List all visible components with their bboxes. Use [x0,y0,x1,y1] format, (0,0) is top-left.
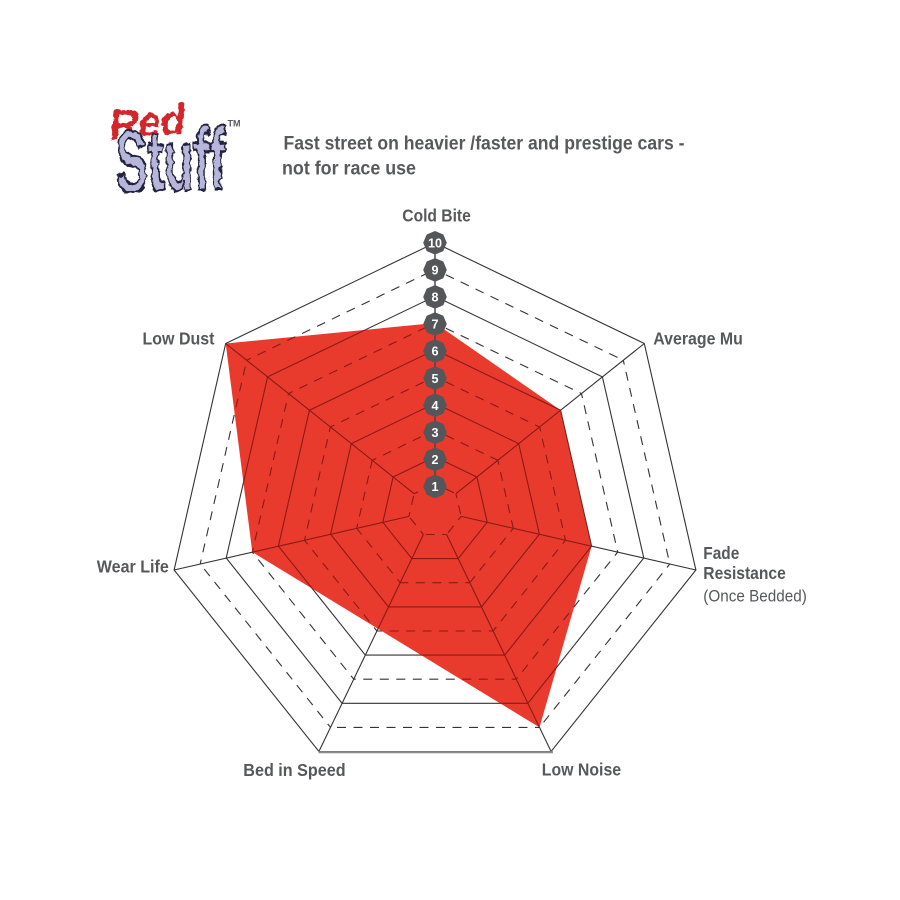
svg-text:8: 8 [431,291,438,305]
svg-text:(Once Bedded): (Once Bedded) [703,588,807,606]
svg-text:6: 6 [431,345,438,359]
svg-text:9: 9 [431,264,438,278]
svg-text:4: 4 [431,399,438,413]
svg-text:1: 1 [431,480,438,494]
svg-text:Stuff: Stuff [113,110,226,210]
svg-text:Fade: Fade [703,543,739,563]
svg-text:7: 7 [431,318,438,332]
svg-text:Wear Life: Wear Life [97,556,169,576]
svg-text:Average Mu: Average Mu [653,329,743,349]
svg-text:Resistance: Resistance [703,563,786,583]
svg-text:Low Noise: Low Noise [542,760,622,780]
svg-text:Fast street on heavier /faster: Fast street on heavier /faster and prest… [284,132,685,154]
svg-text:Low Dust: Low Dust [143,328,215,348]
svg-text:5: 5 [431,372,438,386]
svg-text:Bed in Speed: Bed in Speed [243,760,345,780]
svg-text:3: 3 [431,426,438,440]
svg-text:Red: Red [106,95,186,147]
svg-text:not for race use: not for race use [282,158,416,180]
svg-text:Cold Bite: Cold Bite [402,205,471,225]
svg-text:2: 2 [431,453,438,467]
svg-text:10: 10 [428,236,442,250]
svg-text:TM: TM [228,119,241,129]
